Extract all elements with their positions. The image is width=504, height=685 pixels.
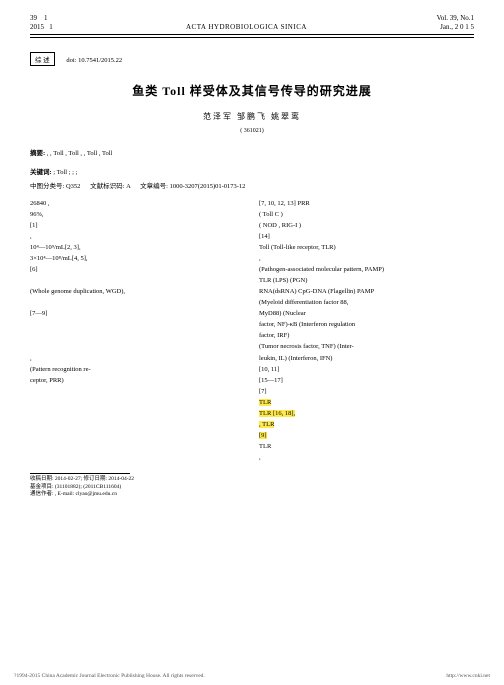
body-text: , — [259, 452, 474, 463]
body-text: 26840 , — [30, 198, 245, 209]
body-text: ( Toll C ) — [259, 209, 474, 220]
body-text: ceptor, PRR) — [30, 375, 245, 386]
body-text: 96%, — [30, 209, 245, 220]
body-text: [7, 10, 12, 13] PRR — [259, 198, 474, 209]
article-id-label: 文章编号: — [140, 183, 168, 190]
highlight-text: TLR [16, 18], — [259, 408, 474, 419]
copyright-row: ?1994-2015 China Academic Journal Electr… — [14, 673, 490, 679]
footer-rule — [30, 473, 130, 474]
highlight-text: [9] — [259, 430, 474, 441]
body-text: [7] — [259, 386, 474, 397]
doc-code-label: 文献标识码: — [90, 183, 124, 190]
body-text: factor, NF)-κB (Interferon regulation — [259, 319, 474, 330]
body-text: [10, 11] — [259, 364, 474, 375]
footer: 收稿日期: 2014-02-27; 修订日期: 2014-04-22 基金项目:… — [0, 476, 504, 505]
abstract-label: 摘要: — [30, 150, 45, 157]
body-text: Toll (Toll-like receptor, TLR) — [259, 242, 474, 253]
keywords-label: 关键词: — [30, 169, 52, 176]
clc-value: Q352 — [66, 183, 80, 190]
review-doi-row: 综 述 doi: 10.7541/2015.22 — [0, 44, 504, 66]
body-text — [30, 297, 245, 308]
body-text: , — [30, 231, 245, 242]
keywords-body: ; Toll ; ; ; — [53, 169, 77, 176]
authors: 范泽军 邹鹏飞 姚翠鸾 — [0, 111, 504, 122]
body-text: ( NOD , RIG-I ) — [259, 220, 474, 231]
received-date: 收稿日期: 2014-02-27; 修订日期: 2014-04-22 — [30, 476, 474, 484]
doc-code-value: A — [126, 183, 130, 190]
header-row-2: 2015 1 ACTA HYDROBIOLOGICA SINICA Jan., … — [30, 23, 474, 32]
body-text: factor, IRF) — [259, 330, 474, 341]
body-text: 3×10⁴—10⁸/mL[4, 5], — [30, 253, 245, 264]
copyright-left: ?1994-2015 China Academic Journal Electr… — [14, 673, 205, 679]
right-column: [7, 10, 12, 13] PRR ( Toll C ) ( NOD , R… — [259, 198, 474, 463]
body-text: [6] — [30, 264, 245, 275]
abstract-body: , , Toll , — [47, 150, 113, 157]
body-text: (Whole genome duplication, WGD), — [30, 286, 245, 297]
body-text: [7—9] — [30, 308, 245, 319]
doi-text: doi: 10.7541/2015.22 — [66, 57, 122, 64]
classification-row: 中图分类号: Q352 文献标识码: A 文章编号: 1000-3207(201… — [0, 178, 504, 192]
review-badge: 综 述 — [30, 52, 55, 66]
body-text: , — [259, 253, 474, 264]
page: 39 1 Vol. 39, No.1 2015 1 ACTA HYDROBIOL… — [0, 0, 504, 685]
article-id-value: 1000-3207(2015)01-0173-12 — [170, 183, 246, 190]
body-text — [30, 319, 245, 330]
highlight-text: , TLR — [259, 419, 474, 430]
body-text: TLR (LPS) (PGN) — [259, 275, 474, 286]
header-right-top: Vol. 39, No.1 — [437, 14, 474, 23]
keywords-row: 关键词: ; Toll ; ; ; — [0, 164, 504, 178]
body-columns: 26840 , 96%, [1] , 10⁴—10⁹/mL[2, 3], — [0, 192, 504, 467]
header-left-top: 39 1 — [30, 14, 48, 23]
body-text — [30, 330, 245, 341]
body-text: RNA(dsRNA) CpG-DNA (Flagellin) PAMP — [259, 286, 474, 297]
body-text: 10⁴—10⁹/mL[2, 3], — [30, 242, 245, 253]
clc-label: 中图分类号: — [30, 183, 64, 190]
body-text — [30, 341, 245, 352]
article-title: 鱼类 Toll 样受体及其信号传导的研究进展 — [0, 82, 504, 99]
journal-name: ACTA HYDROBIOLOGICA SINICA — [186, 23, 307, 32]
body-text: (Tumor necrosis factor, TNF) (Inter- — [259, 341, 474, 352]
body-text: (Myeloid differentiation factor 88, — [259, 297, 474, 308]
header-rule-1 — [30, 34, 474, 35]
header-right-bot: Jan., 2 0 1 5 — [440, 23, 474, 32]
body-text: MyD88) (Nuclear — [259, 308, 474, 319]
abstract: 摘要: , , Toll — [0, 134, 504, 164]
highlight-text: TLR — [259, 397, 474, 408]
body-text: [14] — [259, 231, 474, 242]
body-text: [15—17] — [259, 375, 474, 386]
page-header: 39 1 Vol. 39, No.1 2015 1 ACTA HYDROBIOL… — [0, 0, 504, 44]
header-row-1: 39 1 Vol. 39, No.1 — [30, 14, 474, 23]
header-left-bot: 2015 1 — [30, 23, 53, 32]
body-text: , — [30, 353, 245, 364]
left-column: 26840 , 96%, [1] , 10⁴—10⁹/mL[2, 3], — [30, 198, 245, 463]
corresponding: 通信作者: , E-mail: clyao@jmu.edu.cn — [30, 491, 474, 499]
body-text — [30, 275, 245, 286]
body-text: leukin, IL) (Interferon, IFN) — [259, 353, 474, 364]
body-text: TLR — [259, 441, 474, 452]
header-rule-2 — [30, 37, 474, 38]
body-text: (Pathogen-associated molecular pattern, … — [259, 264, 474, 275]
body-text: (Pattern recognition re- — [30, 364, 245, 375]
copyright-right: http://www.cnki.net — [446, 673, 490, 679]
body-text: [1] — [30, 220, 245, 231]
